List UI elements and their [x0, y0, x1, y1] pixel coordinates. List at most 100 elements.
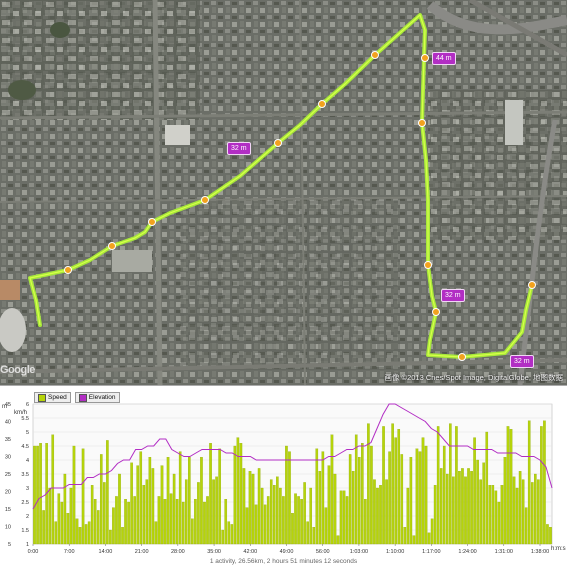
speed-bar [351, 471, 355, 545]
x-axis-tick-label: 1:24:00 [458, 549, 476, 555]
speed-bar [327, 465, 331, 545]
speed-bar [260, 487, 264, 545]
speed-bar [415, 448, 419, 545]
speed-bar [118, 473, 121, 545]
speed-bar [178, 451, 182, 545]
speed-bar [42, 510, 45, 545]
speed-bar [194, 499, 197, 545]
speed-bar [172, 473, 176, 545]
speed-bar [464, 476, 467, 545]
speed-bar [497, 501, 501, 545]
elevation-swatch-icon [78, 393, 87, 402]
speed-bar [527, 420, 531, 545]
right-axis-tick-label: 5.5 [21, 416, 29, 422]
elevation-badge: 32 m [227, 142, 251, 155]
speed-bar [285, 445, 288, 545]
speed-bar [476, 459, 479, 545]
speed-bar [442, 445, 446, 545]
speed-bar [69, 487, 73, 545]
activity-chart-panel: Speed Elevation m km/h h:m:s 1 1.5 2 2.5 3 3.… [0, 385, 567, 568]
speed-bar [370, 445, 373, 545]
speed-bar [136, 465, 140, 545]
speed-bar [336, 535, 340, 545]
right-axis-tick-label: 2.5 [21, 500, 29, 506]
speed-bar [321, 451, 325, 545]
legend-elevation[interactable]: Elevation [74, 392, 120, 403]
speed-bar [115, 496, 118, 545]
speed-bar [84, 524, 88, 545]
speed-bar [546, 524, 549, 545]
speed-bar [300, 499, 303, 545]
speed-bar [479, 479, 482, 545]
speed-bar [148, 457, 152, 545]
speed-bar [112, 507, 115, 545]
speed-bar [540, 426, 543, 545]
speed-bar [549, 527, 552, 545]
x-axis-tick-label: 1:03:00 [350, 549, 368, 555]
speed-elevation-chart[interactable]: 1 1.5 2 2.5 3 3.5 4 4.5 5 5.5 6 5 10 15 20 25 30 35 40 45 0:… [0, 386, 567, 568]
speed-bar [221, 529, 224, 545]
speed-bar [206, 496, 209, 545]
speed-bar [309, 487, 313, 545]
speed-bar [406, 487, 410, 545]
chart-legend: Speed Elevation [34, 392, 120, 403]
speed-bar [494, 490, 498, 545]
speed-bar [312, 527, 316, 545]
speed-bar [537, 479, 540, 545]
elevation-badge: 44 m [432, 52, 456, 65]
left-axis-tick-label: 10 [5, 525, 11, 531]
speed-bar [157, 496, 161, 545]
speed-bar [218, 448, 221, 545]
legend-elevation-label: Elevation [88, 394, 116, 401]
right-axis-tick-label: 3 [26, 486, 29, 492]
x-axis-tick-label: 28:00 [171, 549, 185, 555]
speed-bar [263, 504, 267, 545]
speed-bar [427, 532, 431, 545]
speed-bar [215, 476, 218, 545]
legend-speed[interactable]: Speed [34, 392, 71, 403]
speed-bar [212, 479, 215, 545]
speed-bar [197, 482, 200, 545]
left-axis-tick-label: 15 [5, 507, 11, 513]
speed-bar [181, 501, 185, 545]
speed-bar [306, 521, 309, 545]
speed-bar [373, 479, 376, 545]
speed-bar [103, 482, 106, 545]
map-attribution[interactable]: 画像 ©2013 Cnes/Spot Image, DigitalGlobe, … [384, 373, 563, 382]
speed-bar [388, 451, 391, 545]
speed-bar [506, 426, 510, 545]
speed-bar [452, 476, 455, 545]
x-axis-tick-label: 7:00 [64, 549, 75, 555]
speed-bar [509, 429, 513, 545]
speed-bar [133, 496, 136, 545]
speed-bar [530, 482, 534, 545]
speed-bar [72, 445, 76, 545]
speed-bar [345, 496, 349, 545]
speed-bar [433, 485, 437, 545]
right-axis-tick-label: 3.5 [21, 472, 29, 478]
speed-bar [66, 513, 70, 545]
km-marker-icon [64, 51, 536, 361]
speed-bar [160, 465, 164, 545]
speed-bar [78, 527, 82, 545]
speed-bar [139, 451, 143, 545]
map-canvas[interactable] [0, 0, 567, 385]
speed-bar [169, 493, 173, 545]
speed-bar [409, 457, 413, 545]
speed-bar [236, 437, 240, 545]
speed-bar [379, 485, 382, 545]
speed-bar [297, 496, 300, 545]
elevation-badge: 32 m [441, 289, 465, 302]
speed-bar [81, 448, 85, 545]
speed-bar [121, 527, 124, 545]
speed-bar [230, 524, 234, 545]
speed-bar [175, 499, 179, 545]
elevation-badge: 32 m [510, 355, 534, 368]
satellite-map[interactable]: 32 m 44 m 32 m 32 m Google 画像 ©2013 Cnes… [0, 0, 567, 385]
x-axis-tick-label: 35:00 [207, 549, 221, 555]
x-axis-tick-label: 1:17:00 [422, 549, 440, 555]
right-axis-tick-label: 4 [26, 458, 29, 464]
speed-bar [361, 443, 364, 545]
right-axis-tick-label: 5 [26, 430, 29, 436]
speed-bar [99, 454, 103, 545]
